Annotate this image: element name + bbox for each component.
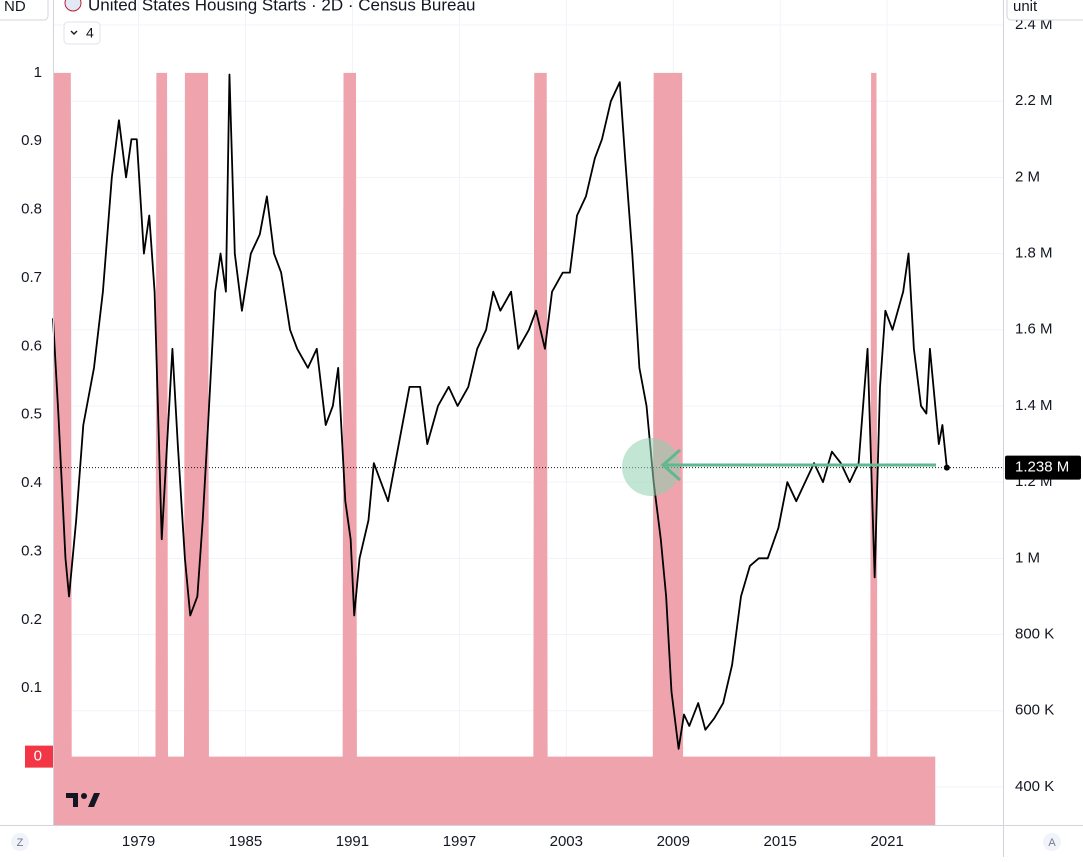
x-tick-label: 1985 — [229, 833, 262, 850]
y-tick-label: 0.4 — [21, 474, 42, 491]
unit-box-text: unit — [1013, 0, 1038, 15]
y2-tick-label: 1.6 M — [1015, 321, 1053, 338]
y2-tick-label: 2 M — [1015, 168, 1040, 185]
y-tick-label: 0.7 — [21, 269, 42, 286]
y2-tick-label: 2.2 M — [1015, 92, 1053, 109]
y-tick-label: 0.8 — [21, 201, 42, 218]
y2-tick-label: 1.8 M — [1015, 245, 1053, 262]
symbol-box[interactable] — [0, 0, 49, 21]
y-tick-highlight — [25, 745, 53, 768]
last-value-box — [1005, 455, 1081, 480]
symbol-box-text: ND — [4, 0, 26, 15]
collapse-button[interactable] — [63, 21, 101, 45]
collapse-chevron — [70, 30, 78, 35]
y-tick-label: 1 — [34, 64, 42, 81]
logo-part — [66, 793, 78, 807]
last-point — [943, 464, 950, 471]
x-tick-label: 2021 — [870, 833, 903, 850]
marker-circle — [622, 438, 680, 496]
x-tick-label: 1991 — [336, 833, 369, 850]
collapse-count: 4 — [86, 25, 94, 41]
right-button[interactable] — [1043, 833, 1061, 851]
y2-tick-label: 1 M — [1015, 549, 1040, 566]
last-value-label: 1.238 M — [1015, 459, 1069, 476]
y-tick-label: 0.6 — [21, 337, 42, 354]
y-tick-label: 0.3 — [21, 542, 42, 559]
logo-part — [88, 793, 100, 807]
left-button-text: Z — [17, 837, 24, 849]
flag-icon — [64, 0, 82, 12]
y2-tick-label: 600 K — [1015, 702, 1054, 719]
y-tick-label: 0 — [34, 748, 42, 765]
y-tick-label: 0.5 — [21, 406, 42, 423]
axis-labels: 1979 1985 1991 1997 2003 2009 2015 2021 400 K 600… — [21, 16, 1081, 850]
x-tick-label: 2015 — [764, 833, 797, 850]
right-button-text: A — [1048, 837, 1056, 849]
y2-tick-label: 400 K — [1015, 778, 1054, 795]
chart-title: United States Housing Starts · 2D · Cens… — [88, 0, 475, 14]
y-tick-label: 0.9 — [21, 132, 42, 149]
y-tick-label: 0.2 — [21, 611, 42, 628]
y-tick-label: 0.1 — [21, 679, 42, 696]
left-button[interactable] — [11, 833, 29, 851]
logo — [66, 793, 100, 807]
logo-part — [81, 793, 87, 799]
y2-tick-label: 1.4 M — [1015, 397, 1053, 414]
y2-tick-label: 800 K — [1015, 625, 1054, 642]
x-tick-label: 1997 — [443, 833, 476, 850]
unit-box[interactable] — [1006, 0, 1083, 21]
x-tick-label: 2003 — [550, 833, 583, 850]
x-tick-label: 2009 — [657, 833, 690, 850]
x-tick-label: 1979 — [122, 833, 155, 850]
annotation-arrow-head — [660, 448, 681, 482]
